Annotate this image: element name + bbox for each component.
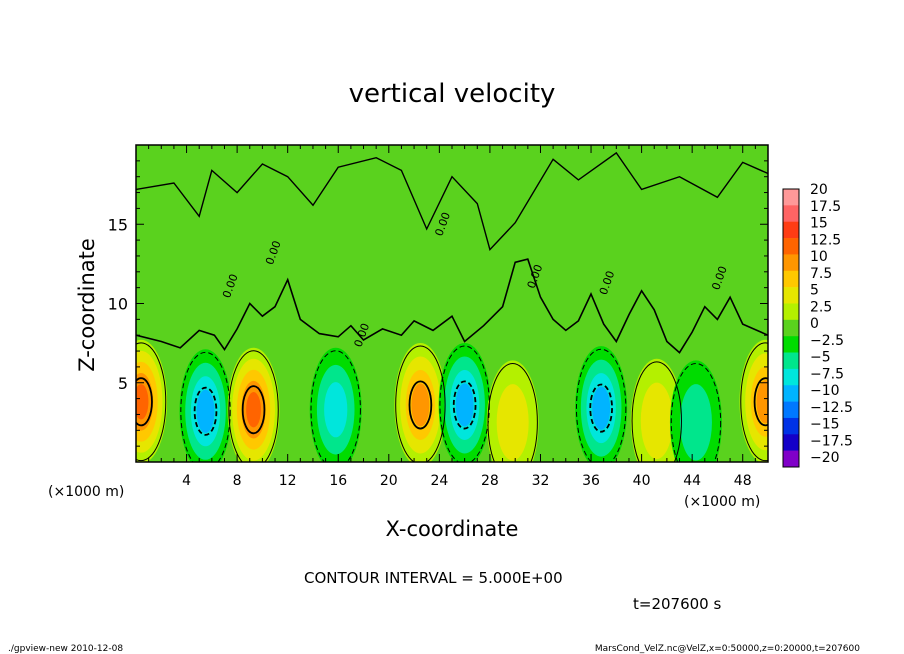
- x-tick-label: 24: [430, 473, 448, 489]
- colorbar-label: 2.5: [810, 299, 832, 315]
- x-tick-label: 12: [279, 473, 297, 489]
- contour-10-1: [193, 386, 218, 436]
- contour-5-0: [136, 342, 167, 462]
- colorbar-label: −5: [810, 350, 831, 366]
- field-feature-3: [324, 382, 348, 438]
- colorbar-label: −12.5: [810, 400, 853, 416]
- field-feature-10: [756, 380, 768, 424]
- x-tick-label: 20: [380, 473, 398, 489]
- colorbar-labels: 2017.51512.5107.552.50−2.5−5−7.5−10−12.5…: [810, 182, 853, 466]
- field-shading: [136, 339, 768, 462]
- field-feature-7: [592, 386, 611, 430]
- contour-zero-upper: [136, 151, 768, 251]
- contour-10-5: [452, 380, 477, 430]
- footer-left-text: ./gpview-new 2010-12-08: [8, 644, 123, 654]
- x-tick-label: 28: [481, 473, 499, 489]
- contour-5-9: [670, 362, 722, 462]
- field-feature-4: [411, 383, 430, 427]
- field-feature-6: [496, 384, 529, 461]
- colorbar-label: −20: [810, 450, 840, 466]
- colorbar-swatch: [783, 303, 799, 321]
- colorbar-label: −17.5: [810, 433, 853, 449]
- colorbar-label: 12.5: [810, 232, 841, 248]
- time-label: t=207600 s: [633, 595, 721, 613]
- contour-zero: [136, 258, 768, 354]
- contour-10-4: [408, 380, 433, 430]
- x-tick-labels: 4 8 12 16 20 24 28 32 36 40 44 48: [182, 473, 752, 489]
- colorbar-label: 0: [810, 316, 819, 332]
- colorbar-swatch: [783, 189, 799, 206]
- x-unit-label-left: (×1000 m): [48, 484, 124, 500]
- colorbar-frame: [782, 188, 800, 468]
- x-tick-label: 16: [329, 473, 347, 489]
- chart-title: vertical velocity: [349, 79, 556, 109]
- field-feature-8: [640, 382, 673, 459]
- colorbar-label: 17.5: [810, 199, 841, 215]
- colorbar-swatch: [783, 221, 799, 239]
- x-tick-label: 4: [182, 473, 191, 489]
- x-tick-label: 32: [532, 473, 550, 489]
- colorbar-swatch: [783, 450, 799, 468]
- footer-right-text: MarsCond_VelZ.nc@VelZ,x=0:50000,z=0:2000…: [595, 644, 860, 654]
- field-feature-5: [455, 383, 474, 427]
- x-unit-label-right: (×1000 m): [684, 494, 760, 510]
- colorbar-label: −10: [810, 383, 840, 399]
- contour-10-2: [241, 385, 266, 435]
- contour-5-8: [631, 361, 682, 462]
- colorbar: [782, 188, 800, 468]
- contour-10-7: [589, 383, 613, 433]
- contour-10-10: [753, 377, 768, 427]
- contour-5-1: [180, 351, 231, 462]
- plot-area: 0.000.000.000.000.00 0.00 0.00: [135, 144, 769, 463]
- colorbar-label: −15: [810, 417, 840, 433]
- x-axis-label: X-coordinate: [386, 517, 519, 541]
- contour-interval-text: CONTOUR INTERVAL = 5.000E+00: [304, 569, 563, 587]
- colorbar-swatch: [783, 417, 799, 435]
- colorbar-swatch: [783, 368, 799, 386]
- colorbar-swatch: [783, 319, 799, 337]
- contour-5-2: [228, 350, 279, 462]
- colorbar-swatch: [783, 401, 799, 419]
- colorbar-label: 10: [810, 249, 828, 265]
- colorbar-swatch: [783, 352, 799, 370]
- colorbar-label: −2.5: [810, 333, 844, 349]
- field-feature-0: [136, 384, 149, 420]
- y-tick-labels: 5 10 15: [108, 215, 128, 393]
- x-tick-label: 44: [683, 473, 701, 489]
- contour-5-3: [310, 350, 361, 462]
- colorbar-swatch: [783, 205, 799, 222]
- colorbar-swatch: [783, 238, 799, 255]
- contour-5-7: [575, 348, 627, 462]
- colorbar-label: 20: [810, 182, 828, 198]
- colorbar-swatch: [783, 434, 799, 451]
- y-tick-label: 10: [108, 295, 128, 314]
- colorbar-swatch: [783, 336, 799, 353]
- x-tick-label: 40: [633, 473, 651, 489]
- field-feature-9: [679, 384, 712, 461]
- colorbar-label: 15: [810, 216, 828, 232]
- colorbar-swatch: [783, 254, 799, 272]
- y-tick-label: 5: [118, 374, 128, 393]
- x-tick-label: 48: [734, 473, 752, 489]
- x-tick-label: 36: [582, 473, 600, 489]
- contour-5-10: [740, 342, 768, 462]
- x-tick-label: 8: [233, 473, 242, 489]
- colorbar-swatch: [783, 287, 799, 304]
- colorbar-label: 7.5: [810, 266, 832, 282]
- colorbar-swatch: [783, 385, 799, 402]
- axis-ticks: [136, 145, 768, 462]
- colorbar-label: −7.5: [810, 366, 844, 382]
- colorbar-label: 5: [810, 283, 819, 299]
- colorbar-swatch: [783, 270, 799, 288]
- field-feature-2: [246, 391, 261, 428]
- field-feature-1: [196, 389, 215, 433]
- y-axis-label: Z-coordinate: [75, 238, 99, 372]
- contour-5-6: [487, 362, 538, 462]
- contour-10-0: [136, 377, 153, 427]
- contour-5-4: [395, 345, 446, 462]
- y-tick-label: 15: [108, 215, 128, 234]
